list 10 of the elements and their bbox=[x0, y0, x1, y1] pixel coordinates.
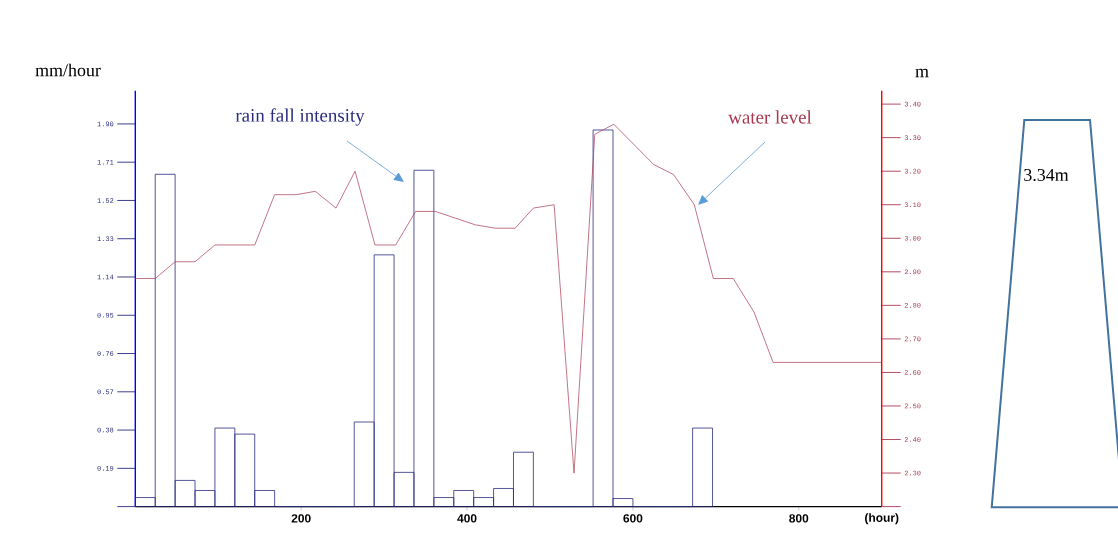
x-tick-label: 200 bbox=[291, 514, 311, 523]
text: water level bbox=[728, 110, 812, 124]
y-axis-title: mm/hour bbox=[35, 63, 101, 77]
x-tick-label: 800 bbox=[789, 514, 809, 523]
x-axis-title: (hour) bbox=[865, 513, 899, 525]
x-tick-label: 400 bbox=[457, 514, 477, 523]
text: 3.34m bbox=[1024, 168, 1069, 182]
x-tick-label: 600 bbox=[623, 514, 643, 523]
y2-axis-title: m bbox=[915, 68, 929, 78]
text: rain fall intensity bbox=[235, 108, 365, 126]
